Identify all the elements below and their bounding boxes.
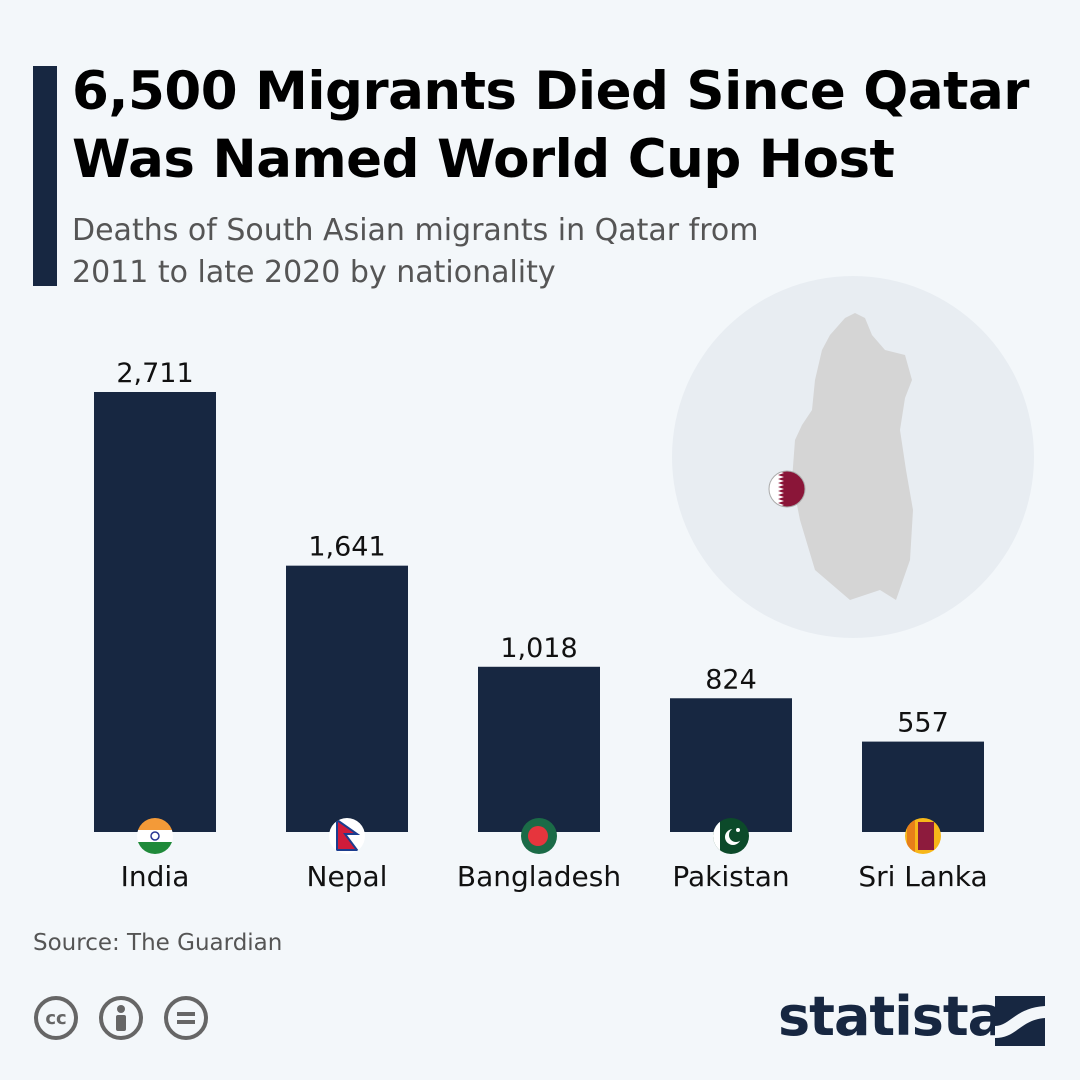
page-title: 6,500 Migrants Died Since Qatar Was Named… [72,58,1029,194]
bar-india [94,392,216,832]
sri-lanka-flag-icon [905,818,941,854]
source-text: Source: The Guardian [33,930,283,956]
qatar-flag-icon [768,470,806,508]
bangladesh-flag-icon [521,818,557,854]
value-label: 557 [897,708,949,739]
category-label: Nepal [307,860,388,893]
bar-sri-lanka [862,741,984,832]
attribution-icon[interactable] [99,996,143,1040]
category-label: Pakistan [672,860,789,893]
value-label: 1,018 [500,633,577,664]
title-line-2: Was Named World Cup Host [72,129,895,190]
statista-logo[interactable]: statista [778,985,1004,1048]
pakistan-flag-icon [713,818,749,854]
title-accent-bar [33,66,57,286]
bar-pakistan [670,698,792,832]
value-label: 824 [705,664,757,695]
title-line-1: 6,500 Migrants Died Since Qatar [72,61,1029,122]
category-label: Bangladesh [457,860,621,893]
bar-nepal [286,565,408,832]
value-label: 2,711 [116,358,193,389]
no-derivatives-icon[interactable] [164,996,208,1040]
statista-logo-icon [995,996,1045,1046]
qatar-map-icon [672,276,1034,638]
nepal-flag-icon [329,818,365,854]
value-label: 1,641 [308,532,385,563]
cc-license-icon[interactable]: cc [34,996,78,1040]
category-label: India [121,860,190,893]
bar-bangladesh [478,666,600,832]
subtitle: Deaths of South Asian migrants in Qatar … [72,213,759,290]
category-label: Sri Lanka [858,860,987,893]
india-flag-icon [137,818,173,854]
